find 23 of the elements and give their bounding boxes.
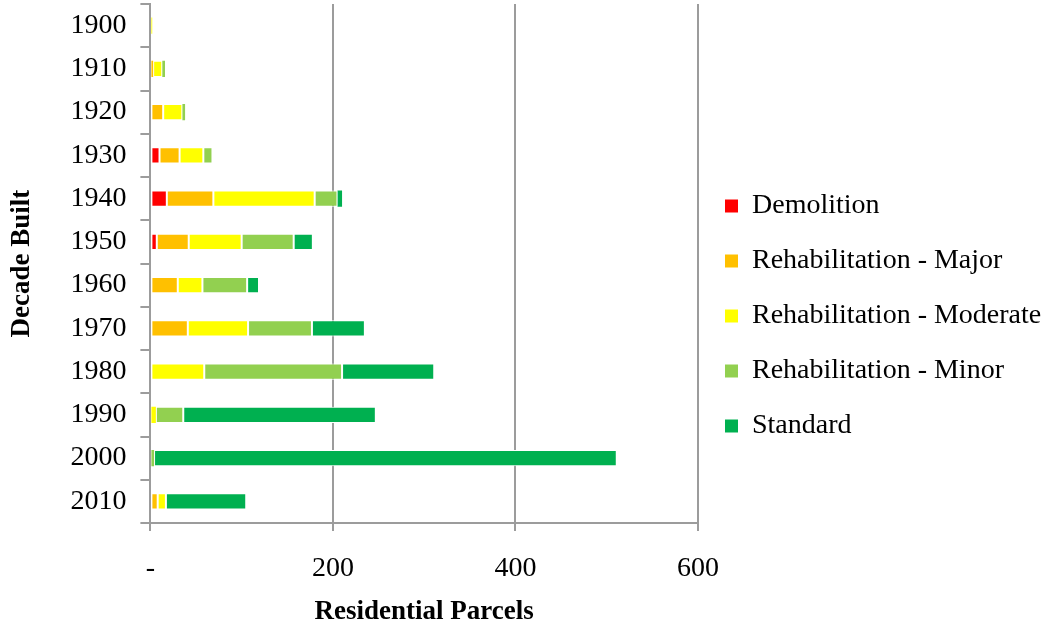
y-tick-label: 1910 [70, 51, 127, 83]
y-tick-label: 1960 [70, 267, 127, 299]
y-tick-label: 1920 [70, 94, 127, 126]
legend-label: Standard [752, 408, 852, 440]
legend-label: Rehabilitation - Minor [752, 353, 1005, 385]
y-tick-label: 1930 [70, 137, 127, 169]
y-tick-label: 1990 [70, 397, 127, 429]
y-tick-label: 1980 [70, 353, 127, 385]
y-tick-label: 1940 [70, 180, 127, 212]
x-axis-title: Residential Parcels [314, 594, 534, 625]
x-tick-label: 200 [311, 551, 354, 583]
x-tick-label: 400 [494, 551, 537, 583]
y-tick-label: 1950 [70, 224, 127, 256]
legend-label: Rehabilitation - Moderate [752, 298, 1042, 330]
y-tick-label: 1900 [70, 7, 127, 39]
x-tick-label: 600 [677, 551, 719, 583]
legend-label: Rehabilitation - Major [752, 243, 1004, 275]
y-tick-label: 2000 [70, 440, 127, 472]
legend-label: Demolition [752, 188, 880, 220]
x-tick-label: - [145, 551, 156, 583]
y-tick-label: 2010 [70, 483, 127, 515]
y-tick-label: 1970 [70, 310, 127, 342]
y-axis-title: Decade Built [5, 189, 36, 338]
